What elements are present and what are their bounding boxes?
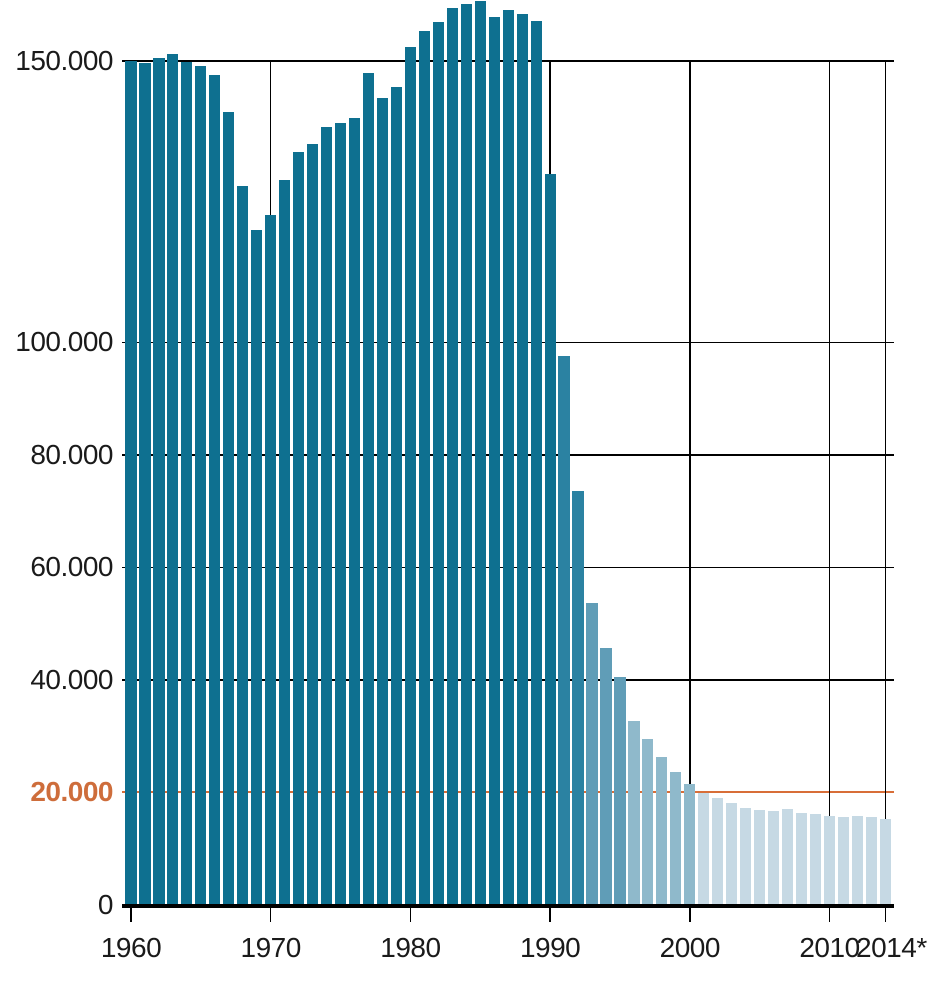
- bar-1989: [530, 21, 542, 905]
- bar-1988: [516, 13, 528, 905]
- gridline-vertical-2000: [689, 61, 691, 905]
- x-tick-label-1980: 1980: [380, 932, 441, 963]
- bar-2014: [879, 819, 891, 905]
- bar-1986: [488, 16, 500, 905]
- bar-1963: [167, 53, 179, 905]
- bar-2007: [781, 808, 794, 905]
- bar-1972: [293, 152, 305, 905]
- bar-2008: [795, 812, 808, 905]
- gridline-vertical-2014: [884, 61, 887, 905]
- x-tick-label-2000: 2000: [659, 932, 721, 963]
- bar-1965: [195, 66, 207, 905]
- bar-1964: [181, 61, 193, 905]
- bar-2004: [740, 808, 752, 905]
- bar-1962: [153, 58, 165, 905]
- bar-1961: [139, 63, 151, 905]
- bar-1968: [237, 185, 249, 905]
- bar-1981: [418, 30, 430, 905]
- y-tick-label-100000: 100.000: [15, 326, 113, 358]
- x-axis-tick-1970: [269, 908, 272, 922]
- bar-1992: [572, 491, 584, 905]
- x-tick-label-1970: 1970: [240, 932, 302, 963]
- bar-1982: [432, 21, 444, 905]
- x-axis-tick-2000: [689, 908, 691, 922]
- bar-1995: [614, 676, 626, 905]
- x-axis-tick-1960: [130, 908, 132, 922]
- bar-1983: [446, 7, 458, 905]
- bar-1975: [334, 122, 347, 905]
- bar-1960: [125, 61, 137, 905]
- bar-2003: [726, 803, 738, 905]
- y-tick-label-60000: 60.000: [30, 551, 113, 583]
- bar-2001: [698, 793, 710, 905]
- bar-2006: [768, 811, 780, 905]
- bar-2012: [851, 815, 864, 905]
- bar-1990: [544, 174, 556, 905]
- y-tick-label-80000: 80.000: [30, 438, 113, 470]
- bar-1993: [586, 602, 598, 905]
- x-tick-label-2014: 2014*: [856, 932, 927, 963]
- bar-1997: [642, 739, 654, 905]
- bar-1976: [348, 118, 361, 905]
- bar-1969: [251, 230, 263, 905]
- bar-2000: [684, 784, 696, 905]
- bar-1984: [460, 4, 472, 905]
- bar-2013: [865, 817, 877, 905]
- bar-2009: [809, 814, 822, 905]
- bar-1991: [558, 356, 570, 905]
- bar-1970: [265, 214, 277, 905]
- y-tick-label-40000: 40.000: [30, 663, 113, 695]
- y-tick-label-0: 0: [97, 889, 114, 920]
- x-tick-label-2010: 2010: [799, 932, 860, 963]
- bar-2002: [712, 798, 724, 905]
- bar-1979: [390, 87, 403, 905]
- bar-1987: [502, 9, 514, 905]
- bar-1996: [628, 721, 640, 905]
- x-axis-tick-2014: [884, 908, 887, 922]
- x-axis-tick-1990: [549, 908, 551, 922]
- bar-1998: [656, 757, 668, 905]
- x-axis-tick-1980: [409, 908, 412, 922]
- bar-2005: [754, 809, 766, 905]
- bar-1974: [320, 127, 333, 905]
- bar-1994: [600, 647, 612, 905]
- bar-1980: [404, 46, 416, 905]
- y-tick-label-20000: 20.000: [30, 776, 113, 808]
- x-axis-line: [122, 904, 894, 908]
- gridline-vertical-2010: [828, 61, 831, 905]
- bar-1967: [223, 112, 235, 905]
- bar-1978: [376, 97, 389, 905]
- bar-1985: [474, 0, 486, 905]
- bar-1971: [279, 180, 291, 905]
- bar-1977: [362, 73, 375, 905]
- x-axis-tick-2010: [828, 908, 831, 922]
- y-tick-label-150000: 150.000: [15, 45, 113, 76]
- bar-1973: [307, 144, 319, 905]
- bar-1999: [670, 771, 682, 905]
- x-tick-label-1990: 1990: [519, 932, 581, 963]
- bar-2011: [837, 816, 850, 905]
- x-tick-label-1960: 1960: [100, 932, 162, 963]
- bar-2010: [823, 815, 836, 905]
- bar-1966: [209, 74, 221, 905]
